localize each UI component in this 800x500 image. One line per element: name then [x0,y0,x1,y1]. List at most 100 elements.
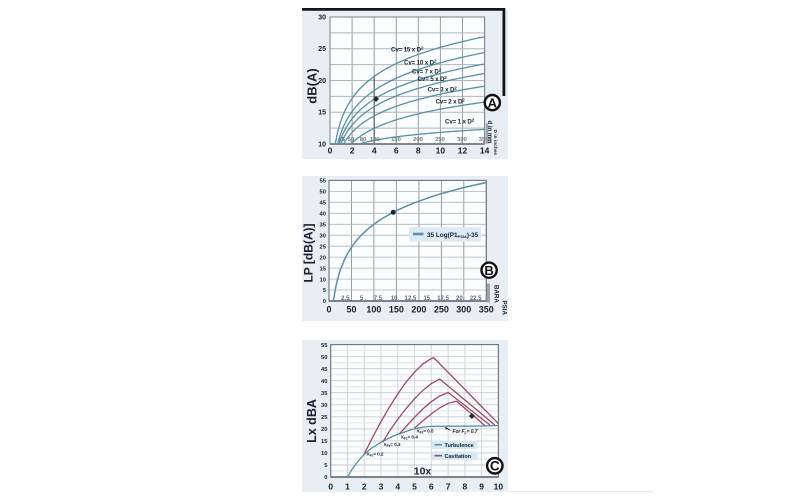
svg-text:45: 45 [321,367,328,373]
svg-text:7: 7 [446,482,451,492]
svg-text:3: 3 [379,482,384,492]
svg-text:50: 50 [321,355,327,361]
svg-text:5: 5 [412,482,417,492]
svg-text:25: 25 [318,46,326,53]
svg-text:5: 5 [324,463,328,469]
svg-text:B: B [484,263,493,278]
svg-text:80: 80 [360,137,366,143]
svg-text:10: 10 [391,296,398,302]
svg-text:XFz= 0.2: XFz= 0.2 [367,452,384,458]
svg-text:PSIA: PSIA [501,301,508,316]
svg-text:10: 10 [494,482,504,492]
svg-text:45: 45 [320,201,327,207]
svg-text:25: 25 [321,415,328,421]
svg-text:50: 50 [346,305,356,315]
svg-text:250: 250 [435,137,445,143]
svg-text:17.5: 17.5 [437,296,449,302]
svg-text:Lx dBA: Lx dBA [305,399,319,443]
svg-text:30: 30 [318,14,326,21]
svg-text:2: 2 [350,146,355,156]
svg-text:250: 250 [434,305,449,315]
svg-text:20: 20 [321,427,327,433]
svg-text:5: 5 [323,288,327,294]
svg-text:XFz= 0.4: XFz= 0.4 [401,435,418,441]
svg-text:2.5: 2.5 [341,296,350,302]
svg-text:12: 12 [458,146,468,156]
svg-text:0: 0 [324,475,327,481]
svg-text:14: 14 [480,146,490,156]
svg-text:0: 0 [326,305,331,315]
svg-text:200: 200 [413,137,423,143]
svg-text:200: 200 [411,305,426,315]
svg-text:55: 55 [320,179,327,185]
svg-text:50: 50 [320,190,326,196]
svg-text:XFz= 0.5: XFz= 0.5 [417,429,434,435]
svg-text:8: 8 [463,482,468,492]
svg-text:4: 4 [372,146,377,156]
svg-text:15: 15 [318,110,326,117]
svg-text:C: C [490,459,500,474]
svg-text:For FL= 0.7: For FL= 0.7 [453,429,478,435]
svg-text:350: 350 [479,137,489,143]
svg-text:Cv= 7 x D2: Cv= 7 x D2 [412,68,442,76]
svg-text:Cv= 10 x D2: Cv= 10 x D2 [404,59,437,67]
svg-text:Cv= 15 x D2: Cv= 15 x D2 [391,46,424,54]
svg-text:300: 300 [456,305,471,315]
svg-text:1: 1 [345,482,350,492]
svg-text:30: 30 [320,233,326,239]
svg-text:20: 20 [318,78,326,85]
svg-text:350: 350 [479,305,494,315]
svg-text:35: 35 [320,223,327,229]
svg-text:A: A [488,95,498,110]
svg-text:8: 8 [416,146,421,156]
svg-text:D in inches: D in inches [492,130,498,156]
svg-text:100: 100 [370,137,380,143]
svg-text:40: 40 [320,212,326,218]
svg-text:10x: 10x [414,466,432,478]
svg-text:0: 0 [328,146,333,156]
svg-text:12.5: 12.5 [405,296,417,302]
svg-text:150: 150 [389,305,404,315]
svg-text:25: 25 [338,137,345,143]
svg-text:6: 6 [394,146,399,156]
svg-text:Turbulence: Turbulence [445,443,474,449]
svg-text:Cv= 1 x D2: Cv= 1 x D2 [445,118,475,126]
svg-text:15: 15 [320,266,327,272]
svg-text:Cv= 3 x D2: Cv= 3 x D2 [428,85,458,93]
svg-text:30: 30 [321,403,327,409]
svg-text:d in mm: d in mm [486,121,492,144]
svg-text:35 Log(P1PSIA)-35: 35 Log(P1PSIA)-35 [427,232,479,239]
svg-text:15: 15 [423,296,430,302]
svg-text:dB(A): dB(A) [305,68,320,103]
svg-text:4: 4 [395,482,400,492]
svg-text:LP [dB(A)]: LP [dB(A)] [302,223,316,282]
svg-text:55: 55 [321,343,328,349]
svg-text:22.5: 22.5 [470,296,482,302]
svg-text:15: 15 [321,439,328,445]
svg-text:50: 50 [348,137,354,143]
svg-text:35: 35 [321,391,328,397]
svg-text:Cavitation: Cavitation [445,454,472,460]
svg-text:10: 10 [320,277,326,283]
svg-text:10: 10 [436,146,446,156]
svg-text:2: 2 [362,482,367,492]
svg-text:BARA: BARA [493,285,500,303]
svg-text:20: 20 [320,255,326,261]
svg-text:0: 0 [323,299,326,305]
svg-text:Cv= 2 x D2: Cv= 2 x D2 [436,97,466,105]
svg-text:5: 5 [360,296,364,302]
svg-text:9: 9 [479,482,484,492]
svg-text:300: 300 [457,137,467,143]
svg-text:100: 100 [366,305,381,315]
svg-text:10: 10 [318,141,326,148]
svg-text:0: 0 [328,482,333,492]
svg-text:Cv= 5 x D2: Cv= 5 x D2 [418,75,448,83]
svg-text:150: 150 [391,137,401,143]
svg-text:6: 6 [429,482,434,492]
svg-text:XFz= 0.3: XFz= 0.3 [384,442,401,448]
svg-text:10: 10 [321,451,327,457]
svg-text:20: 20 [456,296,463,302]
svg-text:40: 40 [321,379,327,385]
svg-text:7.5: 7.5 [374,296,383,302]
svg-text:25: 25 [320,244,327,250]
